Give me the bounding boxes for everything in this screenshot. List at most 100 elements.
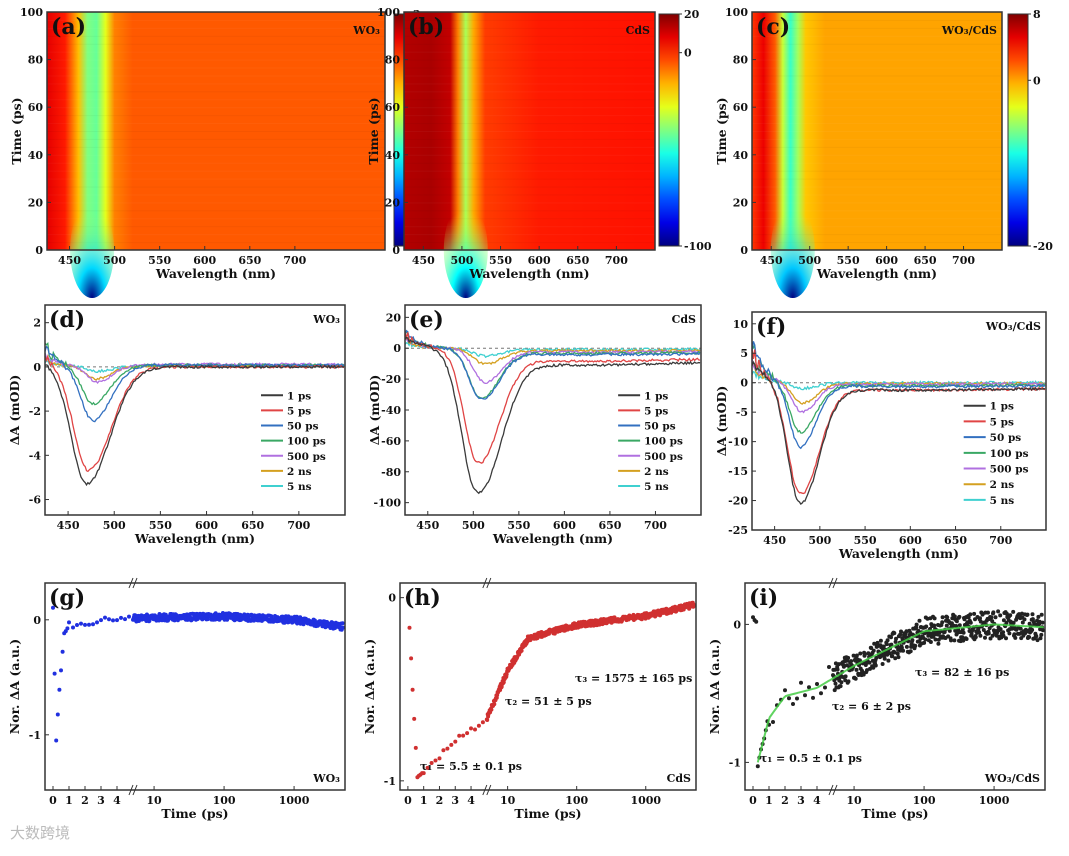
heatmap-noise-row	[404, 139, 655, 140]
heatmap-noise-row	[47, 171, 385, 172]
legend-label: 50 ps	[644, 421, 676, 433]
legend-label: 2 ns	[644, 466, 669, 478]
y-tick-label: 20	[28, 196, 44, 209]
kinetic-data-point	[931, 634, 936, 639]
x-tick-label: 650	[914, 254, 937, 267]
x-tick-label: 500	[103, 254, 126, 267]
y-tick-label: 40	[385, 149, 401, 162]
kinetic-data-point	[882, 653, 887, 658]
kinetic-data-point	[99, 618, 103, 623]
x-tick-label: 700	[283, 254, 306, 267]
kinetic-data-point	[894, 636, 898, 641]
heatmap-noise-row	[752, 179, 1002, 180]
x-tick-label: 600	[193, 254, 216, 267]
legend-label: 2 ns	[287, 466, 312, 478]
y-tick-label: -20	[728, 495, 748, 508]
kinetic-data-point	[833, 661, 838, 666]
kinetic-data-point	[881, 644, 886, 649]
kinetic-data-point	[940, 620, 945, 625]
kinetic-data-point	[983, 635, 987, 640]
plot-frame	[44, 582, 346, 791]
kinetic-data-point	[889, 642, 894, 647]
kinetic-data-point	[991, 610, 996, 615]
kinetic-data-point	[441, 748, 446, 753]
kinetic-data-point	[489, 707, 494, 712]
kinetic-data-point	[1035, 638, 1040, 643]
kinetic-data-point	[833, 681, 838, 686]
kinetic-data-point	[835, 667, 840, 672]
spectrum-line	[404, 336, 701, 495]
heatmap-noise-row	[404, 68, 655, 69]
kinetic-data-point	[872, 641, 877, 646]
kinetic-data-point	[887, 651, 892, 656]
kinetic-data-point	[783, 688, 787, 693]
kinetic-data-point	[960, 635, 965, 640]
y-tick-label: -10	[728, 436, 748, 449]
panel-label: (f)	[756, 314, 786, 340]
x-tick-label: 450	[763, 534, 786, 547]
x-axis-label: Wavelength (nm)	[468, 266, 589, 281]
x-tick-label: 600	[899, 534, 922, 547]
x-tick-label: 10	[146, 794, 162, 807]
x-tick-label: 550	[148, 254, 171, 267]
kinetic-data-point	[75, 623, 79, 627]
y-tick-label: -2	[29, 405, 41, 418]
y-tick-label: -1	[29, 729, 41, 742]
legend-label: 2 ns	[990, 479, 1015, 491]
heatmap-noise-row	[404, 218, 655, 219]
kinetic-data-point	[819, 691, 823, 696]
y-tick-label: 20	[733, 196, 749, 209]
sample-label: WO₃	[312, 313, 340, 326]
y-tick-label: 0	[33, 614, 41, 627]
kinetic-data-point	[1034, 634, 1039, 639]
kinetic-data-point	[973, 635, 978, 640]
panel-d: 450 500 550 600 650 700 2 0 -2 -4 -6 Wavelength (nm…	[7, 304, 346, 546]
x-tick-label: 700	[287, 519, 310, 532]
x-tick-label: 450	[416, 519, 439, 532]
kinetic-data-point	[465, 731, 470, 736]
heatmap-noise-row	[752, 107, 1002, 108]
kinetic-data-point	[115, 618, 119, 623]
kinetic-data-point	[964, 637, 969, 641]
kinetic-data-point	[928, 640, 933, 644]
spectrum-line	[404, 329, 701, 400]
y-axis-label: Time (ps)	[366, 97, 381, 164]
legend-label: 5 ps	[644, 405, 668, 417]
y-tick-label: 0	[388, 592, 396, 605]
kinetic-data-point	[880, 662, 885, 666]
kinetic-data-point	[923, 637, 928, 642]
kinetic-data-point	[57, 687, 62, 692]
kinetic-data-point	[492, 702, 497, 707]
heatmap-noise-row	[404, 91, 655, 92]
x-tick-label: 700	[644, 519, 667, 532]
heatmap-noise-row	[47, 187, 385, 188]
y-axis-label: Nor. ΔA (a.u.)	[362, 639, 377, 734]
y-tick-label: 20	[385, 196, 401, 209]
x-axis-label: Wavelength (nm)	[838, 546, 959, 561]
colorbar-tick-label: 20	[684, 8, 700, 21]
x-axis-label: Wavelength (nm)	[816, 266, 937, 281]
kinetic-data-point	[954, 624, 959, 628]
y-tick-label: 40	[28, 149, 44, 162]
kinetic-data-point	[952, 614, 957, 619]
kinetic-data-point	[1011, 620, 1016, 625]
heatmap-noise-row	[404, 99, 655, 100]
x-tick-label: 600	[553, 519, 576, 532]
kinetic-data-point	[957, 614, 962, 619]
kinetic-data-point	[1013, 635, 1018, 640]
kinetic-data-point	[889, 635, 893, 640]
x-tick-label: 1	[65, 794, 73, 807]
kinetic-data-point	[998, 613, 1003, 618]
x-axis-label: Wavelength (nm)	[492, 531, 613, 546]
heatmap-noise-row	[404, 44, 655, 45]
heatmap-noise-row	[752, 99, 1002, 100]
legend-label: 1 ps	[644, 390, 668, 402]
x-tick-label: 3	[797, 794, 805, 807]
kinetic-data-point	[405, 595, 410, 600]
x-tick-label: 0	[749, 794, 757, 807]
kinetic-data-point	[413, 745, 418, 750]
kinetic-data-point	[993, 615, 998, 620]
legend-label: 5 ns	[990, 495, 1015, 507]
y-tick-label: -15	[728, 465, 748, 478]
axis-break-mark	[828, 577, 838, 589]
